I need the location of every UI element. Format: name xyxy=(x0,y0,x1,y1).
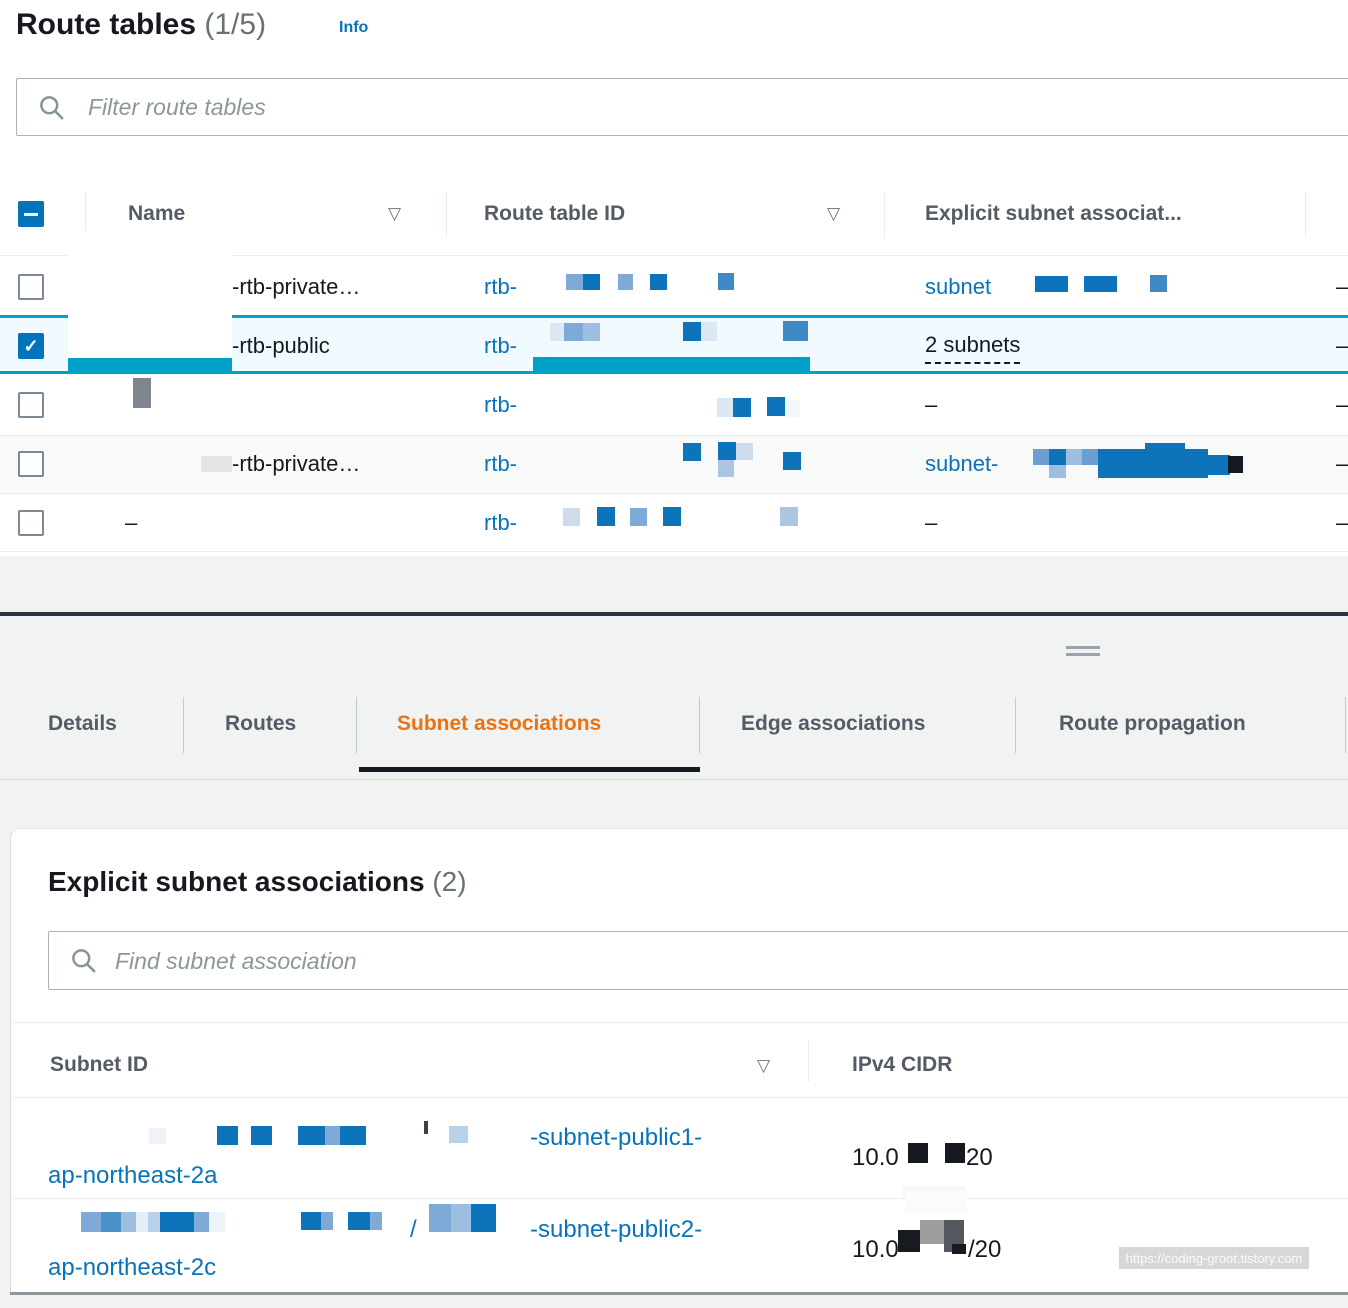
main-cell: – xyxy=(1336,274,1348,299)
row-checkbox[interactable] xyxy=(18,392,44,418)
tab-details[interactable]: Details xyxy=(48,712,117,735)
sort-route-table-id-icon[interactable]: ▽ xyxy=(827,204,841,223)
row-border xyxy=(0,493,1348,494)
filter-route-tables-input[interactable] xyxy=(16,78,1348,136)
ipv4-cidr-value: 10.0 xyxy=(852,1236,899,1264)
sort-subnet-id-icon[interactable]: ▽ xyxy=(757,1056,771,1075)
row-checkbox[interactable] xyxy=(18,451,44,477)
main-cell: – xyxy=(1336,451,1348,476)
filter-placeholder: Filter route tables xyxy=(88,94,266,120)
main-cell: – xyxy=(1336,510,1348,535)
row-border xyxy=(0,551,1348,552)
route-table-id-link[interactable]: rtb- xyxy=(484,392,517,417)
subnet-link[interactable]: subnet xyxy=(925,274,992,299)
panel-title-count: (2) xyxy=(432,866,467,897)
tab-divider xyxy=(183,697,184,753)
ipv4-cidr-value: 10.0 xyxy=(852,1144,899,1172)
sort-name-icon[interactable]: ▽ xyxy=(388,204,402,223)
col-divider xyxy=(85,192,86,238)
panel-title: Explicit subnet associations (2) xyxy=(48,866,467,898)
subnet-cell: – xyxy=(925,392,938,417)
row-checkbox[interactable] xyxy=(18,510,44,536)
check-icon: ✓ xyxy=(23,335,39,356)
select-all-checkbox[interactable] xyxy=(18,201,44,227)
col-divider xyxy=(884,192,885,238)
cidr-start: 10.0 xyxy=(852,1144,899,1171)
page-title-text: Route tables xyxy=(16,8,197,41)
col-name: Name xyxy=(128,202,186,225)
row-name: – xyxy=(125,510,138,535)
selected-row-border-top xyxy=(0,315,1348,318)
panel-title-text: Explicit subnet associations xyxy=(48,866,425,897)
subnet-link[interactable]: subnet- xyxy=(925,451,999,476)
tab-routes[interactable]: Routes xyxy=(225,712,297,735)
tab-subnet-associations[interactable]: Subnet associations xyxy=(397,712,602,735)
route-table-id-link[interactable]: rtb- xyxy=(484,333,517,358)
info-link[interactable]: Info xyxy=(339,19,369,36)
col-subnet-id: Subnet ID xyxy=(50,1053,148,1076)
main-cell: – xyxy=(1336,333,1348,358)
col-explicit-subnet: Explicit subnet associat... xyxy=(925,202,1182,225)
row-name: -rtb-private… xyxy=(232,451,361,476)
tab-divider xyxy=(1345,697,1346,753)
subnet-id-link[interactable]: -subnet-public2- xyxy=(530,1216,703,1243)
page-title-count: (1/5) xyxy=(204,8,267,41)
selected-row-border-bottom xyxy=(0,371,1348,374)
watermark-text: https://coding-groot.tistory.com xyxy=(1125,1250,1303,1266)
tab-route-propagation[interactable]: Route propagation xyxy=(1059,712,1246,735)
row-name: -rtb-private… xyxy=(232,274,361,299)
cidr-end: 20 xyxy=(966,1144,993,1171)
route-table-id-link[interactable]: rtb- xyxy=(484,274,517,299)
tab-divider xyxy=(1015,697,1016,753)
indeterminate-mark xyxy=(24,212,38,216)
route-table-id-link[interactable]: rtb- xyxy=(484,451,517,476)
row-checkbox-checked[interactable]: ✓ xyxy=(18,333,44,359)
row-checkbox[interactable] xyxy=(18,274,44,300)
col-ipv4-cidr: IPv4 CIDR xyxy=(852,1053,953,1076)
active-tab-underline xyxy=(359,767,700,772)
col-divider xyxy=(1305,192,1306,238)
cidr-start: 10.0 xyxy=(852,1236,899,1263)
assoc-header-bottom-border xyxy=(10,1097,1348,1098)
search-icon xyxy=(40,96,64,120)
find-subnet-association-input[interactable] xyxy=(48,931,1348,990)
assoc-row-border xyxy=(10,1198,1348,1199)
header-bottom-border xyxy=(0,255,1348,256)
col-route-table-id: Route table ID xyxy=(484,202,626,225)
subnet-id-link-az[interactable]: ap-northeast-2a xyxy=(48,1162,218,1189)
search-icon xyxy=(72,949,96,973)
panel-bottom-border xyxy=(10,1292,1348,1295)
col-divider xyxy=(446,192,447,238)
route-table-id-link[interactable]: rtb- xyxy=(484,510,517,535)
subnet-id-link[interactable]: -subnet-public1- xyxy=(530,1124,703,1151)
tab-divider xyxy=(356,697,357,753)
cidr-end: /20 xyxy=(968,1236,1002,1263)
row-border xyxy=(0,435,1348,436)
assoc-col-divider xyxy=(808,1040,809,1082)
assoc-header-top-border xyxy=(10,1022,1348,1023)
subnet-count-tooltip[interactable]: 2 subnets xyxy=(925,332,1021,364)
subnet-id-link-az[interactable]: ap-northeast-2c xyxy=(48,1254,217,1281)
subnet-id-link-slash[interactable]: / xyxy=(410,1216,417,1243)
tab-divider xyxy=(699,697,700,753)
row-name: -rtb-public xyxy=(232,333,330,358)
find-subnet-placeholder: Find subnet association xyxy=(115,948,357,974)
tabs-bottom-line xyxy=(0,779,1348,780)
watermark: https://coding-groot.tistory.com xyxy=(1119,1247,1309,1269)
drag-handle-icon[interactable] xyxy=(1066,646,1100,658)
associations-panel xyxy=(10,828,1348,1294)
subnet-cell: – xyxy=(925,510,938,535)
page-title: Route tables (1/5) xyxy=(16,8,266,42)
split-divider[interactable] xyxy=(0,612,1348,616)
main-cell: – xyxy=(1336,392,1348,417)
tab-edge-associations[interactable]: Edge associations xyxy=(741,712,926,735)
